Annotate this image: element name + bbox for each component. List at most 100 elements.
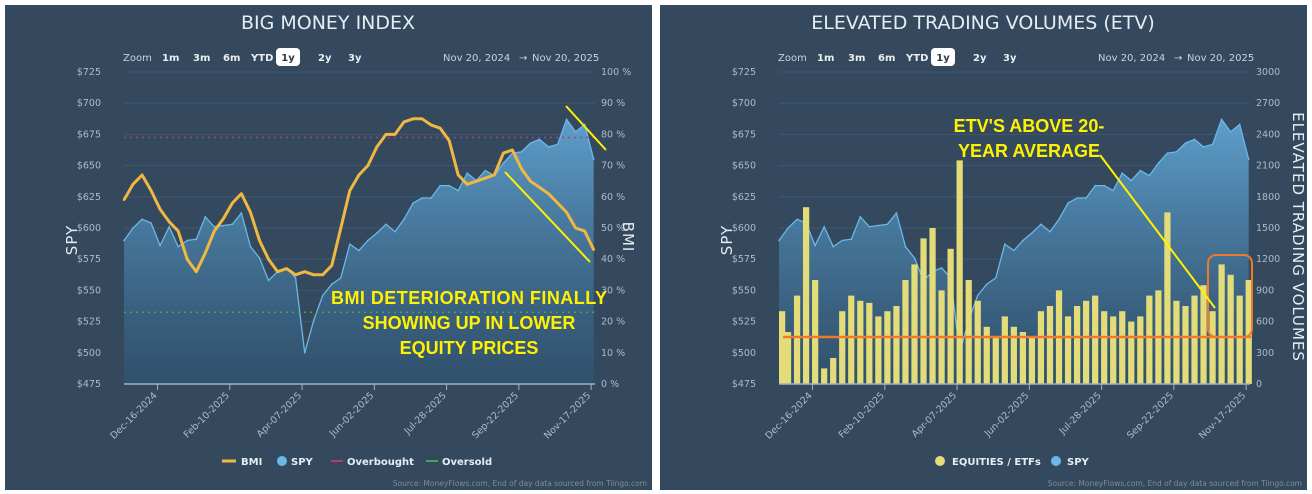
zoom-button-1y[interactable]: 1y <box>276 48 300 66</box>
legend-label: BMI <box>241 457 262 468</box>
spy-point <box>868 225 871 228</box>
etv-bar <box>1218 264 1225 384</box>
etv-bar <box>1128 321 1135 384</box>
zoom-button-ytd[interactable]: YTD <box>905 53 928 64</box>
bmi-point <box>294 273 297 276</box>
bmi-point <box>529 180 532 183</box>
bmi-point <box>556 201 559 205</box>
spy-point <box>904 245 907 248</box>
annotation-text: SHOWING UP IN LOWER <box>363 313 576 333</box>
x-tick-label: Feb-10-2025 <box>182 390 232 440</box>
spy-point <box>1004 243 1006 246</box>
spy-point <box>502 162 505 164</box>
x-tick-label: Apr-07-2025 <box>910 390 959 439</box>
etv-bar <box>956 160 963 384</box>
arrow-right-icon: → <box>1174 53 1182 64</box>
zoom-button-label: YTD <box>905 53 928 64</box>
x-tick-label: Jul-28-2025 <box>1057 390 1104 437</box>
zoom-button-3y[interactable]: 3y <box>1003 53 1017 64</box>
legend-item-equities-etfs[interactable]: EQUITIES / ETFs <box>935 456 1041 468</box>
bmi-point <box>511 148 514 152</box>
zoom-label: Zoom <box>778 53 807 64</box>
date-range-from[interactable]: Nov 20, 2024 <box>1098 53 1165 64</box>
spy-point <box>168 225 170 228</box>
spy-point <box>1148 174 1151 177</box>
y-tick-left: $575 <box>732 254 756 265</box>
zoom-button-3m[interactable]: 3m <box>193 53 210 64</box>
zoom-button-label: YTD <box>250 53 273 64</box>
zoom-button-3m[interactable]: 3m <box>848 53 865 64</box>
x-tick-label: Jun-02-2025 <box>327 390 376 439</box>
etv-bar <box>802 207 810 384</box>
zoom-button-6m[interactable]: 6m <box>223 53 240 64</box>
zoom-button-1m[interactable]: 1m <box>162 53 179 64</box>
etv-bar <box>1164 212 1171 384</box>
zoom-button-label: 3y <box>1003 53 1017 64</box>
bmi-point <box>167 220 171 223</box>
date-range-to[interactable]: Nov 20, 2025 <box>1187 53 1254 64</box>
y-tick-right: 300 <box>1256 348 1274 359</box>
y-axis-left-title: SPY <box>63 225 81 255</box>
y-tick-right: 100 % <box>601 67 631 78</box>
y-tick-right: 90 % <box>601 98 625 109</box>
etv-bar <box>830 358 837 384</box>
y-tick-right: 2700 <box>1256 98 1280 109</box>
zoom-button-ytd[interactable]: YTD <box>250 53 273 64</box>
x-tick-label: Feb-10-2025 <box>837 390 887 440</box>
bmi-point <box>547 192 550 195</box>
y-tick-left: $600 <box>732 223 756 234</box>
legend-item-oversold[interactable]: Oversold <box>426 457 492 468</box>
y-tick-right: 40 % <box>601 254 625 265</box>
etv-bar <box>1028 337 1036 384</box>
bmi-point <box>122 198 126 202</box>
zoom-button-label: 1m <box>817 53 834 64</box>
zoom-button-1m[interactable]: 1m <box>817 53 834 64</box>
spy-point <box>1049 230 1051 233</box>
date-range-from[interactable]: Nov 20, 2024 <box>443 53 510 64</box>
zoom-button-1y[interactable]: 1y <box>931 48 955 66</box>
y-tick-left: $625 <box>77 192 101 203</box>
spy-point <box>321 294 324 297</box>
legend-item-overbought[interactable]: Overbought <box>331 457 414 468</box>
annotation-trend-line <box>504 171 591 263</box>
y-tick-left: $575 <box>77 254 101 265</box>
etv-bar <box>911 264 918 384</box>
zoom-button-3y[interactable]: 3y <box>348 53 362 64</box>
bmi-point <box>384 133 388 136</box>
spy-point <box>796 218 798 221</box>
spy-point <box>1184 142 1187 144</box>
etv-bar <box>1092 295 1099 384</box>
y-tick-left: $500 <box>732 348 756 359</box>
legend-item-spy[interactable]: SPY <box>1051 456 1090 468</box>
bmi-point <box>312 273 315 276</box>
zoom-label: Zoom <box>123 53 152 64</box>
zoom-button-2y[interactable]: 2y <box>973 53 987 64</box>
spy-point <box>339 277 342 279</box>
zoom-button-2y[interactable]: 2y <box>318 53 332 64</box>
legend-item-bmi[interactable]: BMI <box>222 457 262 468</box>
etv-bar <box>857 300 864 384</box>
y-tick-right: 2100 <box>1256 161 1280 172</box>
spy-point <box>850 238 853 241</box>
spy-point <box>787 227 789 229</box>
bmi-point <box>303 270 306 273</box>
spy-point <box>132 227 134 229</box>
spy-point <box>249 245 252 248</box>
bmi-point <box>240 192 243 195</box>
date-range-to[interactable]: Nov 20, 2025 <box>532 53 599 64</box>
bmi-chart-panel: BIG MONEY INDEX Zoom 1m 3m 6m YTD 1y 2y 3y Nov 2… <box>5 5 652 490</box>
zoom-button-label: 1m <box>162 53 179 64</box>
zoom-button-label: 2y <box>318 53 332 64</box>
etv-bar <box>875 316 882 384</box>
legend-label: Overbought <box>347 457 414 468</box>
zoom-button-6m[interactable]: 6m <box>878 53 895 64</box>
legend-item-spy[interactable]: SPY <box>277 456 314 468</box>
spy-point <box>466 172 469 174</box>
bmi-point <box>366 164 370 167</box>
y-axis-left-title: SPY <box>718 225 736 255</box>
spy-point <box>1247 158 1250 161</box>
spy-point <box>1067 202 1069 204</box>
spy-point <box>222 224 225 227</box>
bmi-point <box>565 211 568 214</box>
bmi-point <box>375 145 379 149</box>
